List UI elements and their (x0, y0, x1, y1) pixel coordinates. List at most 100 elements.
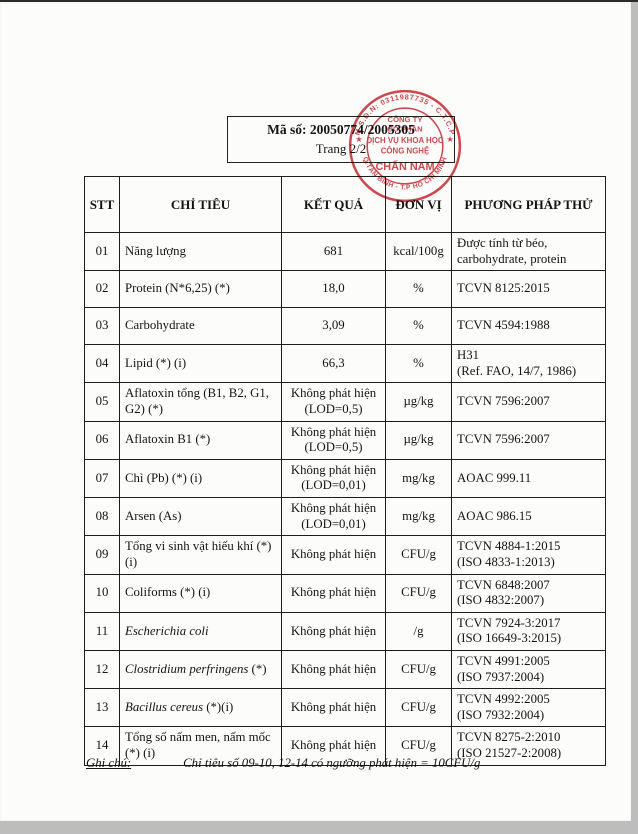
col-header-chi-tieu: CHỈ TIÊU (119, 176, 282, 233)
row-stt: 07 (84, 458, 120, 499)
row-method: TCVN 4594:1988 (451, 307, 606, 346)
row-stt: 12 (84, 649, 120, 690)
table-row: 03 Carbohydrate 3,09% TCVN 4594:1988 (84, 307, 606, 346)
row-unit: kcal/100g (385, 231, 452, 272)
row-method: AOAC 986.15 (451, 497, 606, 537)
row-parameter: Carbohydrate (119, 307, 282, 346)
row-stt: 05 (84, 382, 120, 422)
row-method: TCVN 4991:2005 (ISO 7937:2004) (451, 649, 606, 690)
table-row: 02 Protein (N*6,25) (*) 18,0% TCVN 8125:201… (84, 270, 606, 309)
row-method: TCVN 6848:2007 (ISO 4832:2007) (451, 573, 606, 613)
table-row: 11 Escherichia coli Không phát hiện/g TCVN … (84, 611, 606, 651)
row-parameter: Aflatoxin B1 (*) (119, 420, 282, 460)
row-result: Không phát hiện (281, 573, 386, 613)
row-parameter: Coliforms (*) (i) (119, 573, 282, 613)
row-result: Không phát hiện (LOD=0,01) (281, 458, 386, 499)
row-parameter: Lipid (*) (i) (119, 344, 282, 384)
row-method: TCVN 4884-1:2015 (ISO 4833-1:2013) (451, 535, 606, 575)
svg-text:CHẤN NAM: CHẤN NAM (375, 160, 434, 173)
table-row: 08 Arsen (As) Không phát hiện (LOD=0,01) mg/… (84, 497, 606, 537)
row-stt: 13 (84, 688, 120, 728)
page-number: Trang 2/2 (315, 140, 367, 156)
table-row: 05 Aflatoxin tổng (B1, B2, G1, G2) (*) Khô… (84, 382, 606, 422)
row-unit: CFU/g (385, 688, 452, 728)
company-stamp: M.S.Đ.N: 0311987735 - C.T.C.P Q.TÂN BÌNH… (347, 88, 463, 204)
row-result: Không phát hiện (LOD=0,5) (281, 420, 386, 460)
svg-text:CÔNG TY: CÔNG TY (388, 115, 423, 124)
table-row: 06 Aflatoxin B1 (*) Không phát hiện (LOD=0,… (84, 420, 606, 460)
row-result: 66,3 (281, 344, 386, 384)
row-unit: % (385, 270, 452, 309)
row-parameter: Chì (Pb) (*) (i) (119, 458, 282, 499)
table-row: 04 Lipid (*) (i) 66,3% H31 (Ref. FAO, 14/7, … (84, 344, 606, 384)
footnote-text: Chỉ tiêu số 09-10, 12-14 có ngưỡng phát … (183, 756, 481, 770)
row-unit: µg/kg (385, 420, 452, 460)
row-stt: 10 (84, 573, 120, 613)
table-row: 09 Tổng vi sinh vật hiếu khí (*) (i) Không… (84, 535, 606, 575)
row-stt: 09 (84, 535, 120, 575)
row-unit: µg/kg (385, 382, 452, 422)
stamp-seal-icon: M.S.Đ.N: 0311987735 - C.T.C.P Q.TÂN BÌNH… (348, 89, 462, 203)
svg-text:DỊCH VỤ KHOA HỌC: DỊCH VỤ KHOA HỌC (367, 136, 444, 145)
results-table-body: 01 Năng lượng 681 kcal/100g Được tính từ béo… (84, 231, 606, 766)
row-stt: 14 (84, 726, 120, 766)
row-stt: 02 (84, 270, 120, 309)
table-row: 10 Coliforms (*) (i) Không phát hiện CFU/g T… (84, 573, 606, 613)
row-result: 681 (281, 231, 386, 272)
row-result: Không phát hiện (281, 726, 386, 766)
results-table: STT CHỈ TIÊU KẾT QUẢ ĐƠN VỊ PHƯƠNG PHÁP … (84, 176, 606, 766)
document-code: Mã số: 20050774/2005305 (267, 122, 415, 138)
table-row: 12 Clostridium perfringens (*) Không phát … (84, 649, 606, 690)
results-table-container: STT CHỈ TIÊU KẾT QUẢ ĐƠN VỊ PHƯƠNG PHÁP … (84, 176, 606, 766)
table-header-row: STT CHỈ TIÊU KẾT QUẢ ĐƠN VỊ PHƯƠNG PHÁP … (84, 176, 606, 233)
row-parameter: Clostridium perfringens (*) (119, 649, 282, 690)
row-result: 18,0 (281, 270, 386, 309)
row-unit: mg/kg (385, 458, 452, 499)
scan-edge (0, 0, 638, 2)
row-result: Không phát hiện (281, 611, 386, 651)
row-parameter: Tổng vi sinh vật hiếu khí (*) (i) (119, 535, 282, 575)
row-unit: CFU/g (385, 573, 452, 613)
row-result: Không phát hiện (281, 688, 386, 728)
row-parameter: Năng lượng (119, 231, 282, 272)
row-unit: % (385, 307, 452, 346)
footnote-label: Ghi chú: (86, 756, 132, 770)
stamp-star-left: ★ (355, 135, 362, 144)
row-method: TCVN 7596:2007 (451, 420, 606, 460)
row-parameter: Tổng số nấm men, nấm mốc (*) (i) (119, 726, 282, 766)
row-method: TCVN 8125:2015 (451, 270, 606, 309)
document-page: Mã số: 20050774/2005305 Trang 2/2 M.S.Đ.… (0, 2, 631, 821)
row-parameter: Aflatoxin tổng (B1, B2, G1, G2) (*) (119, 382, 282, 422)
row-unit: % (385, 344, 452, 384)
row-unit: mg/kg (385, 497, 452, 537)
row-parameter: Protein (N*6,25) (*) (119, 270, 282, 309)
table-row: 07 Chì (Pb) (*) (i) Không phát hiện (LOD=0,… (84, 458, 606, 499)
row-stt: 01 (84, 231, 120, 272)
row-result: 3,09 (281, 307, 386, 346)
row-result: Không phát hiện (LOD=0,5) (281, 382, 386, 422)
table-row: 13 Bacillus cereus (*)(i) Không phát hiện C… (84, 688, 606, 728)
row-method: AOAC 999.11 (451, 458, 606, 499)
footnote: Ghi chú: Chỉ tiêu số 09-10, 12-14 có ngư… (86, 756, 586, 771)
row-method: TCVN 7596:2007 (451, 382, 606, 422)
row-parameter: Bacillus cereus (*)(i) (119, 688, 282, 728)
row-method: Được tính từ béo, carbohydrate, protein (451, 231, 606, 272)
table-row: 14 Tổng số nấm men, nấm mốc (*) (i) Không … (84, 726, 606, 766)
row-unit: /g (385, 611, 452, 651)
svg-text:CÔNG NGHỆ: CÔNG NGHỆ (381, 146, 429, 155)
svg-text:CỔ PHẦN: CỔ PHẦN (387, 124, 423, 134)
row-method: TCVN 8275-2:2010 (ISO 21527-2:2008) (451, 726, 606, 766)
row-unit: CFU/g (385, 649, 452, 690)
row-unit: CFU/g (385, 535, 452, 575)
row-method: TCVN 7924-3:2017 (ISO 16649-3:2015) (451, 611, 606, 651)
row-method: H31 (Ref. FAO, 14/7, 1986) (451, 344, 606, 384)
row-result: Không phát hiện (281, 535, 386, 575)
row-result: Không phát hiện (LOD=0,01) (281, 497, 386, 537)
row-stt: 11 (84, 611, 120, 651)
row-result: Không phát hiện (281, 649, 386, 690)
col-header-stt: STT (84, 176, 120, 233)
row-parameter: Escherichia coli (119, 611, 282, 651)
row-method: TCVN 4992:2005 (ISO 7932:2004) (451, 688, 606, 728)
document-code-box: Mã số: 20050774/2005305 Trang 2/2 (227, 116, 455, 163)
